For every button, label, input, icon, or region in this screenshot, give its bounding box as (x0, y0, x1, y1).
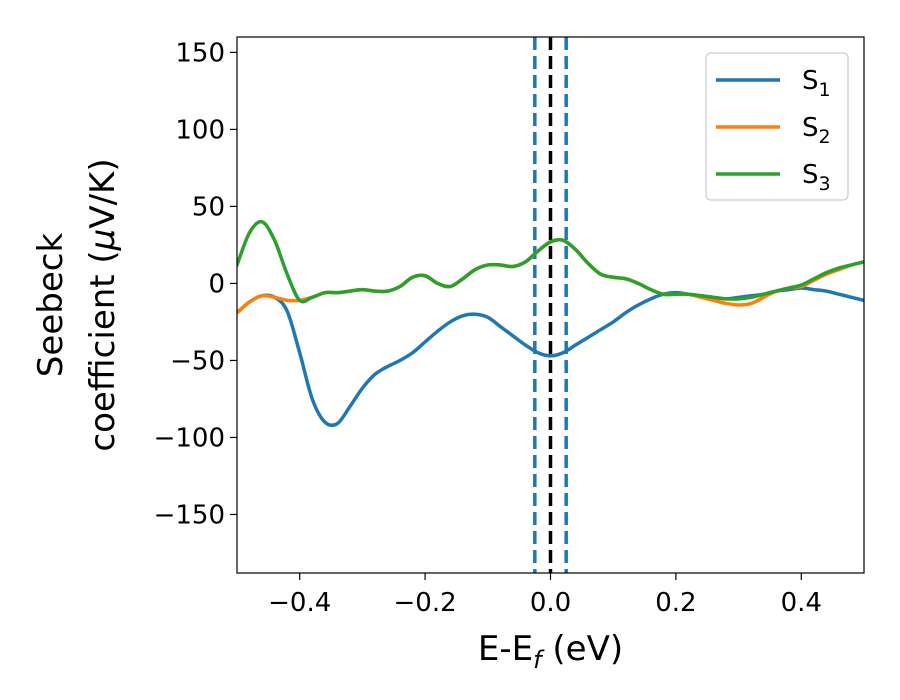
y-tick-label: −50 (170, 346, 225, 376)
seebeck-chart: −0.4 −0.2 0.0 0.2 0.4 −150 −100 −50 0 50 100 150 E… (0, 0, 900, 700)
vertical-markers (535, 37, 566, 573)
y-axis-title: Seebeck coefficient (μV/K) (31, 158, 123, 451)
x-axis: −0.4 −0.2 0.0 0.2 0.4 (268, 573, 822, 618)
y-tick-label: −100 (154, 423, 225, 453)
y-tick-label: 50 (192, 192, 225, 222)
x-axis-title: E-Ef (eV) (478, 629, 623, 674)
y-axis-title-line1: Seebeck (31, 233, 71, 378)
x-tick-label: −0.4 (268, 588, 331, 618)
y-axis-title-line2: coefficient (μV/K) (83, 158, 123, 451)
y-tick-label: −150 (154, 500, 225, 530)
x-tick-label: 0.0 (530, 588, 571, 618)
x-tick-label: −0.2 (394, 588, 457, 618)
x-tick-label: 0.2 (655, 588, 696, 618)
y-tick-label: 0 (208, 269, 225, 299)
y-tick-label: 100 (175, 115, 225, 145)
y-axis: −150 −100 −50 0 50 100 150 (154, 38, 237, 530)
y-tick-label: 150 (175, 38, 225, 68)
x-tick-label: 0.4 (781, 588, 822, 618)
